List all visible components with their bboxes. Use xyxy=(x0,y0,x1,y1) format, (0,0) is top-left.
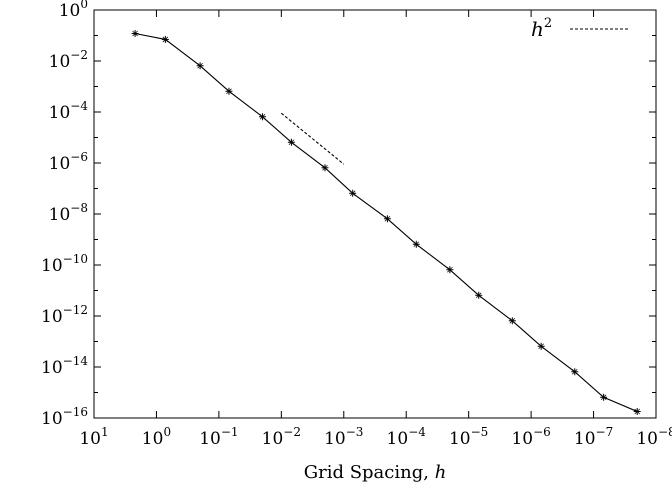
data-point-d2 xyxy=(259,113,266,120)
data-point xyxy=(537,342,545,350)
y-tick-label: 10−8 xyxy=(49,201,88,225)
y-tick-label: 10−6 xyxy=(49,150,88,174)
data-point xyxy=(633,407,641,415)
data-point xyxy=(383,215,391,223)
data-point xyxy=(446,266,454,274)
data-point xyxy=(600,393,608,401)
x-tick-label: 101 xyxy=(79,425,108,449)
y-tick-label: 10−14 xyxy=(41,354,88,378)
data-point-d2 xyxy=(447,266,453,273)
y-tick-label: 100 xyxy=(59,0,88,21)
data-point-d2 xyxy=(384,215,391,222)
y-tick-label: 10−2 xyxy=(49,48,88,72)
reference-slope-line xyxy=(280,112,345,165)
data-point xyxy=(349,189,357,197)
data-point-d2 xyxy=(288,139,295,146)
y-tick-label: 10−10 xyxy=(41,252,88,276)
data-point xyxy=(571,368,579,376)
x-tick-label: 10−1 xyxy=(199,425,238,449)
data-point-d2 xyxy=(162,36,169,43)
data-point-d2 xyxy=(322,164,328,171)
x-tick-label: 100 xyxy=(142,425,171,449)
ticks-layer: 101 100 10−1 10−2 10−3 10−4 10−5 10−6 10−7 10−8 10… xyxy=(41,0,672,449)
data-point-d2 xyxy=(475,292,482,299)
data-point xyxy=(225,87,233,95)
x-tick-label: 10−3 xyxy=(324,425,363,449)
x-tick-label: 10−7 xyxy=(574,425,613,449)
x-tick-label: 10−5 xyxy=(449,425,488,449)
x-tick-label: 10−2 xyxy=(262,425,301,449)
data-point-d2 xyxy=(226,88,232,95)
x-tick-label: 10−4 xyxy=(387,425,427,449)
data-point-d2 xyxy=(634,408,640,415)
data-point xyxy=(475,291,483,299)
data-point xyxy=(259,113,267,121)
y-tick-label: 10−12 xyxy=(41,303,88,327)
data-point-d2 xyxy=(509,317,516,324)
data-point xyxy=(321,164,329,172)
x-tick-label: 10−8 xyxy=(636,425,672,449)
data-point-d2 xyxy=(571,368,578,375)
x-tick-label: 10−6 xyxy=(511,425,550,449)
plot-frame xyxy=(93,9,657,419)
x-axis-label: Grid Spacing, h xyxy=(304,462,447,483)
data-point-d2 xyxy=(197,62,203,69)
data-point-d2 xyxy=(538,343,544,350)
data-point xyxy=(131,29,139,37)
data-point-d2 xyxy=(349,190,356,197)
y-tick-label: 10−4 xyxy=(49,99,89,123)
y-tick-label: 10−16 xyxy=(41,405,88,429)
series-layer xyxy=(131,29,641,415)
legend: h2 xyxy=(531,16,628,41)
data-point xyxy=(508,317,516,325)
legend-label: h2 xyxy=(531,16,552,41)
data-point xyxy=(161,35,169,43)
data-point xyxy=(412,240,420,248)
data-point-d2 xyxy=(132,30,138,37)
data-point-d2 xyxy=(600,394,607,401)
data-point xyxy=(196,62,204,70)
data-point-d2 xyxy=(413,241,420,248)
data-point xyxy=(287,138,295,146)
error-series-line xyxy=(134,32,638,413)
